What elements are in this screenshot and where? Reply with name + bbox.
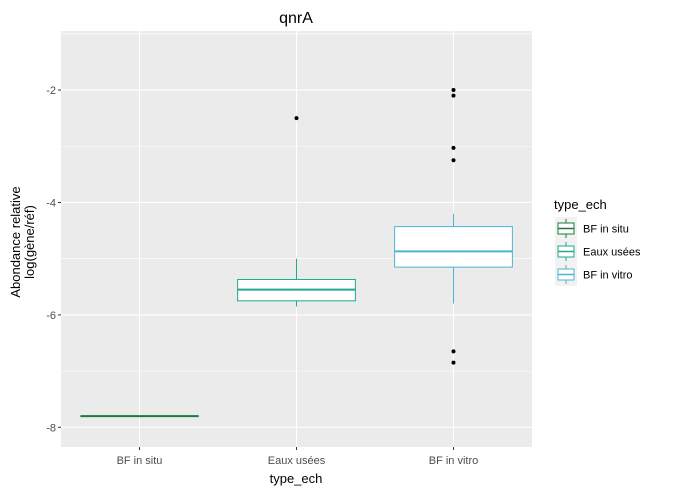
y-tick-label: -2 — [46, 85, 56, 97]
outlier-point — [451, 158, 456, 163]
x-tick-label: BF in vitro — [429, 455, 479, 467]
legend-title: type_ech — [554, 197, 607, 212]
y-axis-label-line2: log(gène/réf) — [22, 205, 37, 279]
outlier-point — [451, 93, 456, 98]
box-bf-in-vitro — [394, 88, 513, 365]
outlier-point — [451, 88, 456, 93]
y-axis: -8 -6 -4 -2 — [46, 85, 61, 434]
outlier-point — [451, 349, 456, 354]
outlier-point — [451, 145, 456, 150]
y-tick-label: -4 — [46, 197, 56, 209]
legend: type_ech BF in situ Eaux usées BF in vitro — [554, 197, 641, 286]
x-axis-label: type_ech — [270, 471, 323, 486]
chart-title: qnrA — [279, 10, 313, 27]
legend-label: BF in vitro — [583, 270, 633, 282]
x-axis: BF in situ Eaux usées BF in vitro — [117, 447, 479, 467]
legend-item-bf-in-vitro: BF in vitro — [555, 263, 633, 286]
y-axis-label-line1: Abondance relative — [8, 186, 23, 297]
boxes-group — [80, 88, 513, 418]
x-tick-label: Eaux usées — [268, 455, 326, 467]
legend-label: BF in situ — [583, 224, 629, 236]
box-eaux-us-es — [237, 116, 356, 307]
box-iqr — [394, 226, 513, 268]
y-tick-label: -8 — [46, 422, 56, 434]
legend-label: Eaux usées — [583, 247, 641, 259]
outlier-point — [294, 116, 299, 121]
x-tick-label: BF in situ — [117, 455, 163, 467]
legend-item-bf-in-situ: BF in situ — [555, 217, 629, 240]
y-axis-label: Abondance relative log(gène/réf) — [8, 186, 37, 297]
legend-item-eaux-us-es: Eaux usées — [555, 240, 641, 263]
outlier-point — [451, 360, 456, 365]
y-tick-label: -6 — [46, 310, 56, 322]
